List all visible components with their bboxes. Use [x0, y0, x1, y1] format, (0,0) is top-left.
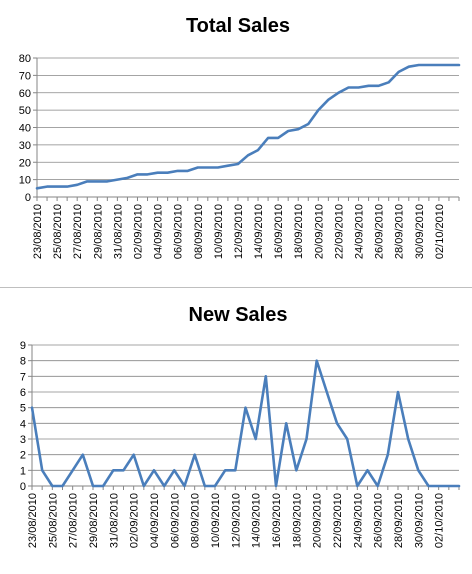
y-tick-label: 30 — [19, 140, 31, 152]
series-line — [35, 63, 461, 190]
y-tick-label: 50 — [19, 105, 31, 117]
x-tick-label: 08/09/2010 — [190, 493, 202, 548]
y-tick-label: 20 — [19, 157, 31, 169]
x-tick-label: 02/10/2010 — [434, 204, 446, 259]
chart-title: New Sales — [189, 304, 288, 326]
x-tick-label: 06/09/2010 — [169, 493, 181, 548]
new-sales-chart-svg: New Sales 0 1 2 3 4 5 6 7 8 9 23/08/2010 25/08/2010… — [20, 304, 461, 548]
series-line — [30, 359, 461, 488]
x-tick-label: 26/09/2010 — [374, 204, 386, 259]
chart-title: Total Sales — [186, 15, 290, 37]
y-tick-label: 2 — [20, 450, 26, 462]
x-tick-label: 04/09/2010 — [149, 493, 161, 548]
chart-divider — [0, 287, 472, 288]
x-tick-label: 22/09/2010 — [333, 204, 345, 259]
y-tick-label: 80 — [19, 53, 31, 65]
x-tick-label: 10/09/2010 — [210, 493, 222, 548]
x-tick-label: 29/08/2010 — [92, 204, 104, 259]
y-tick-label: 7 — [20, 371, 26, 383]
x-tick-label: 27/08/2010 — [72, 204, 84, 259]
x-tick-label: 10/09/2010 — [213, 204, 225, 259]
x-tick-label: 02/09/2010 — [132, 204, 144, 259]
x-tick-label: 14/09/2010 — [251, 493, 263, 548]
x-tick-label: 28/09/2010 — [394, 204, 406, 259]
x-tick-label: 20/09/2010 — [313, 204, 325, 259]
x-tick-label: 16/09/2010 — [273, 204, 285, 259]
x-tick-label: 29/08/2010 — [88, 493, 100, 548]
x-tick-label: 14/09/2010 — [253, 204, 265, 259]
x-tick-label: 02/10/2010 — [434, 493, 446, 548]
x-tick-label: 22/09/2010 — [332, 493, 344, 548]
y-tick-label: 40 — [19, 123, 31, 135]
x-tick-label: 08/09/2010 — [193, 204, 205, 259]
x-tick-label: 12/09/2010 — [233, 204, 245, 259]
total-sales-chart-svg: Total Sales 0 10 20 30 40 50 60 70 80 23/08/2010 2… — [19, 15, 461, 259]
y-tick-label: 5 — [20, 403, 26, 415]
y-tick-label: 0 — [20, 481, 26, 493]
y-tick-label: 9 — [20, 340, 26, 352]
new-sales-chart: New Sales 0 1 2 3 4 5 6 7 8 9 23/08/2010 25/08/2010… — [0, 288, 472, 574]
y-tick-label: 6 — [20, 387, 26, 399]
y-tick-label: 10 — [19, 175, 31, 187]
x-tick-label: 28/09/2010 — [393, 493, 405, 548]
y-tick-label: 4 — [20, 418, 26, 430]
x-tick-label: 24/09/2010 — [352, 493, 364, 548]
x-tick-label: 31/08/2010 — [108, 493, 120, 548]
x-tick-label: 20/09/2010 — [312, 493, 324, 548]
x-tick-label: 23/08/2010 — [32, 204, 44, 259]
x-tick-label: 18/09/2010 — [293, 204, 305, 259]
x-tick-label: 02/09/2010 — [129, 493, 141, 548]
x-tick-label: 31/08/2010 — [112, 204, 124, 259]
y-tick-label: 60 — [19, 88, 31, 100]
x-tick-label: 30/09/2010 — [414, 204, 426, 259]
y-tick-label: 1 — [20, 465, 26, 477]
total-sales-chart: Total Sales 0 10 20 30 40 50 60 70 80 23/08/2010 2… — [18, 15, 461, 260]
y-tick-label: 0 — [25, 192, 31, 204]
y-tick-label: 70 — [19, 70, 31, 82]
x-tick-label: 25/08/2010 — [47, 493, 59, 548]
y-tick-label: 8 — [20, 356, 26, 368]
x-tick-label: 24/09/2010 — [354, 204, 366, 259]
x-tick-label: 25/08/2010 — [52, 204, 64, 259]
x-tick-label: 04/09/2010 — [153, 204, 165, 259]
x-tick-label: 16/09/2010 — [271, 493, 283, 548]
x-tick-label: 23/08/2010 — [27, 493, 39, 548]
x-tick-label: 30/09/2010 — [413, 493, 425, 548]
x-tick-label: 26/09/2010 — [373, 493, 385, 548]
x-tick-label: 27/08/2010 — [68, 493, 80, 548]
x-tick-label: 12/09/2010 — [230, 493, 242, 548]
x-tick-label: 18/09/2010 — [291, 493, 303, 548]
y-tick-label: 3 — [20, 434, 26, 446]
x-tick-label: 06/09/2010 — [173, 204, 185, 259]
